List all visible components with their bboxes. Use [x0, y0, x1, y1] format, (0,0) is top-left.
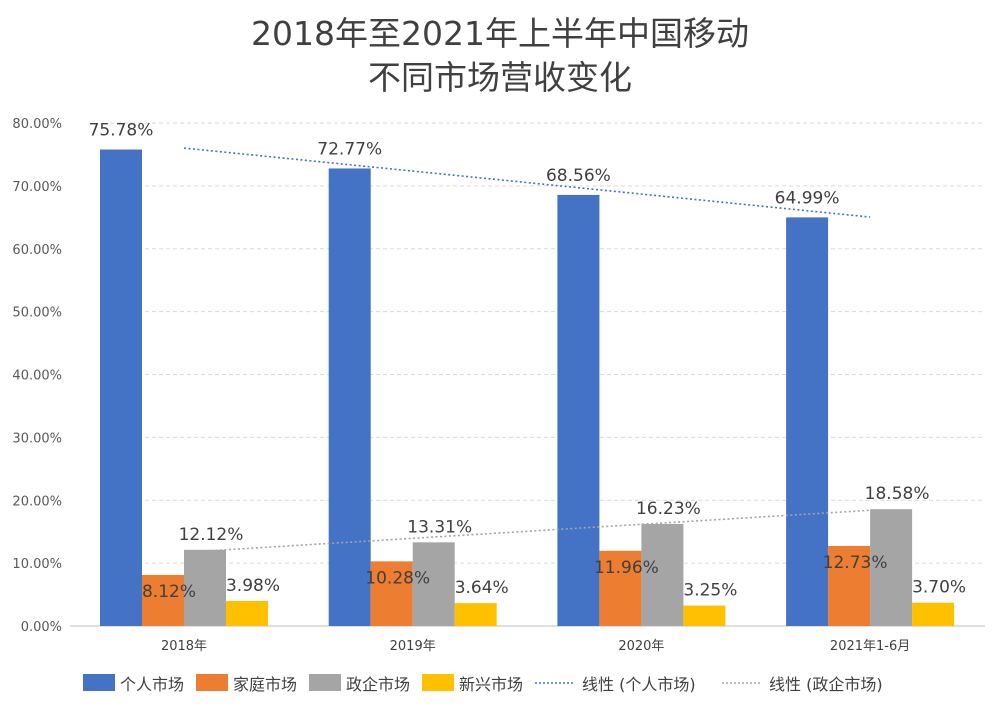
legend-label: 个人市场	[120, 675, 184, 694]
legend-swatch	[309, 674, 341, 691]
bar-家庭市场	[142, 574, 184, 626]
chart-title-line2: 不同市场营收变化	[368, 58, 632, 97]
data-label: 8.12%	[142, 582, 196, 602]
y-tick-label: 0.00%	[21, 620, 62, 635]
y-tick-label: 30.00%	[12, 431, 62, 446]
data-label: 75.78%	[89, 121, 154, 141]
y-tick-label: 10.00%	[12, 557, 62, 572]
bar-新兴市场	[226, 600, 268, 626]
x-tick-label: 2021年1-6月	[830, 639, 910, 654]
data-label: 72.77%	[317, 139, 382, 159]
data-label: 3.98%	[226, 576, 280, 596]
bar-个人市场	[557, 194, 600, 626]
data-label: 12.73%	[823, 553, 888, 573]
trendline	[183, 147, 871, 218]
y-tick-label: 70.00%	[12, 180, 62, 195]
data-label: 16.23%	[636, 499, 701, 519]
bar-新兴市场	[683, 605, 726, 626]
x-tick-label: 2020年	[618, 639, 664, 654]
x-tick-label: 2019年	[390, 639, 436, 654]
legend-label: 家庭市场	[233, 675, 297, 694]
legend-swatch	[196, 674, 228, 691]
y-tick-label: 20.00%	[12, 494, 62, 509]
legend-label: 线性 (政企市场)	[769, 675, 883, 694]
data-label: 68.56%	[546, 166, 611, 186]
data-label: 12.12%	[179, 525, 244, 545]
legend-swatch	[83, 674, 115, 691]
data-label: 10.28%	[365, 568, 430, 588]
bar-政企市场	[412, 542, 455, 626]
y-tick-label: 60.00%	[12, 243, 62, 258]
data-label: 11.96%	[594, 558, 659, 578]
y-tick-label: 40.00%	[12, 369, 62, 384]
data-label: 3.70%	[912, 578, 966, 598]
bar-新兴市场	[454, 603, 497, 626]
legend-swatch	[422, 674, 454, 691]
bar-家庭市场	[828, 545, 871, 626]
data-label: 3.64%	[455, 578, 509, 598]
bar-家庭市场	[370, 561, 413, 626]
chart-title-line1: 2018年至2021年上半年中国移动	[251, 14, 749, 53]
data-label: 3.25%	[683, 581, 737, 601]
bar-家庭市场	[599, 550, 642, 626]
bar-政企市场	[184, 549, 226, 626]
bar-个人市场	[100, 149, 142, 626]
bar-政企市场	[870, 509, 913, 626]
data-label: 64.99%	[775, 188, 840, 208]
legend-label: 新兴市场	[459, 675, 523, 694]
y-tick-label: 50.00%	[12, 306, 62, 321]
bar-个人市场	[786, 217, 829, 627]
x-tick-label: 2018年	[161, 639, 207, 654]
bar-政企市场	[641, 523, 684, 626]
bar-个人市场	[328, 168, 371, 626]
legend-label: 政企市场	[346, 675, 410, 694]
data-label: 13.31%	[407, 517, 472, 537]
data-label: 18.58%	[865, 484, 930, 504]
bar-新兴市场	[912, 602, 955, 626]
y-tick-label: 80.00%	[12, 117, 62, 132]
trendline	[183, 509, 871, 554]
legend-label: 线性 (个人市场)	[582, 675, 696, 694]
